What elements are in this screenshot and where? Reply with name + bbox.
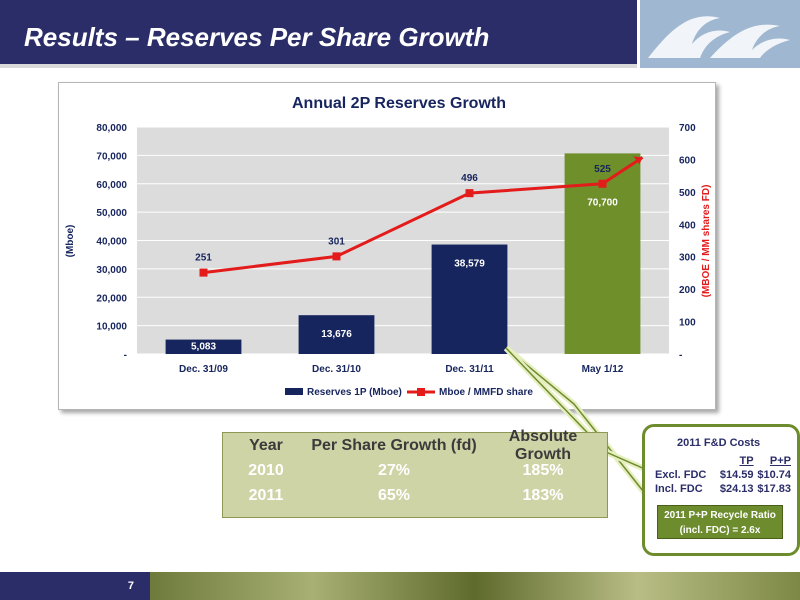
- table-header-absolute: Absolute Growth: [508, 427, 578, 463]
- table-cell-year: 2010: [248, 461, 284, 479]
- y2-tick-label: 700: [679, 123, 696, 134]
- chart-container: Annual 2P Reserves Growth (Mboe) (MBOE /…: [58, 82, 716, 410]
- fd-costs-row: Excl. FDC $14.59 $10.74: [655, 469, 791, 481]
- growth-table: Year Per Share Growth (fd) Absolute Grow…: [222, 428, 608, 518]
- table-cell-absolute: 183%: [522, 486, 564, 504]
- fd-row-label: Incl. FDC: [655, 483, 703, 495]
- y2-tick-label: 400: [679, 220, 696, 231]
- table-header-year: Year: [249, 436, 283, 454]
- y-tick-label: 70,000: [96, 151, 127, 162]
- y-tick-label: 40,000: [96, 237, 127, 248]
- x-tick-label: Dec. 31/09: [179, 364, 228, 375]
- bar: [298, 315, 375, 354]
- header-bar: [0, 0, 637, 68]
- bar: [165, 339, 242, 354]
- line-point: [332, 252, 341, 261]
- legend-marker-line: [417, 388, 425, 396]
- table-row: 2011 65% 183%: [223, 483, 607, 508]
- y2-tick-label: 100: [679, 318, 696, 329]
- line-point: [465, 189, 474, 198]
- y-tick-label: 10,000: [96, 322, 127, 333]
- x-tick-label: May 1/12: [582, 364, 624, 375]
- table-cell-per-share: 27%: [377, 461, 411, 479]
- slide-title: Results – Reserves Per Share Growth: [24, 22, 490, 52]
- fd-costs-title: 2011 F&D Costs: [677, 437, 761, 449]
- y-tick-label: 80,000: [96, 123, 127, 134]
- fd-row-tp: $24.13: [719, 483, 754, 495]
- fd-col-tp: TP: [739, 455, 754, 467]
- y2-axis-label: (MBOE / MM shares FD): [701, 185, 712, 298]
- y2-tick-label: 600: [679, 155, 696, 166]
- line-point: [598, 179, 607, 188]
- reserves-chart: Annual 2P Reserves Growth (Mboe) (MBOE /…: [65, 95, 712, 398]
- legend-swatch-bars: [285, 388, 303, 395]
- page-number: 7: [0, 572, 146, 600]
- y-tick-label: 30,000: [96, 265, 127, 276]
- line-data-label: 301: [328, 236, 345, 247]
- y-tick-label: 50,000: [96, 208, 127, 219]
- fd-row-label: Excl. FDC: [655, 469, 707, 481]
- y-tick-label: 60,000: [96, 180, 127, 191]
- chart-title: Annual 2P Reserves Growth: [292, 95, 506, 112]
- table-cell-year: 2011: [248, 486, 284, 504]
- table-header-per-share: Per Share Growth (fd): [311, 436, 477, 454]
- fd-costs-callout: 2011 F&D Costs TP P+P Excl. FDC $14.59 $…: [642, 424, 800, 556]
- y2-tick-label: 200: [679, 285, 696, 296]
- fd-row-tp: $14.59: [719, 469, 754, 481]
- y2-tick-label: -: [679, 350, 682, 361]
- bar-data-label: 5,083: [191, 342, 216, 353]
- bar-data-label: 70,700: [587, 197, 618, 208]
- table-header-row: Year Per Share Growth (fd) Absolute Grow…: [223, 428, 607, 463]
- fd-col-pp: P+P: [769, 455, 791, 467]
- y2-tick-label: 300: [679, 253, 696, 264]
- y-axis-label: (Mboe): [65, 225, 76, 258]
- series-arrowhead: [633, 156, 643, 165]
- company-logo: [640, 0, 800, 68]
- header-divider: [0, 64, 637, 68]
- bar-data-label: 38,579: [454, 259, 485, 270]
- legend-label-line: Mboe / MMFD share: [439, 387, 533, 398]
- bar: [431, 244, 508, 354]
- fd-row-pp: $10.74: [757, 469, 791, 481]
- table-row: 2010 27% 185%: [223, 458, 607, 483]
- legend-label-bars: Reserves 1P (Mboe): [307, 387, 402, 398]
- fd-costs-header-row: TP P+P: [655, 455, 791, 467]
- fd-row-pp: $17.83: [757, 483, 791, 495]
- y-tick-label: 20,000: [96, 293, 127, 304]
- table-cell-per-share: 65%: [377, 486, 411, 504]
- line-point: [199, 268, 208, 277]
- recycle-ratio-line2: (incl. FDC) = 2.6x: [679, 525, 761, 536]
- fd-costs-row: Incl. FDC $24.13 $17.83: [655, 483, 791, 495]
- recycle-ratio-line1: 2011 P+P Recycle Ratio: [664, 510, 776, 521]
- y2-tick-label: 500: [679, 188, 696, 199]
- footer-landscape-image: [150, 572, 800, 600]
- recycle-ratio-box: 2011 P+P Recycle Ratio (incl. FDC) = 2.6…: [657, 505, 783, 539]
- x-tick-label: Dec. 31/10: [312, 364, 361, 375]
- table-cell-absolute: 185%: [522, 461, 564, 479]
- x-tick-label: Dec. 31/11: [445, 364, 494, 375]
- line-data-label: 251: [195, 253, 212, 264]
- y-tick-label: -: [124, 350, 127, 361]
- bar-data-label: 13,676: [321, 329, 352, 340]
- line-data-label: 525: [594, 164, 611, 175]
- line-data-label: 496: [461, 173, 478, 184]
